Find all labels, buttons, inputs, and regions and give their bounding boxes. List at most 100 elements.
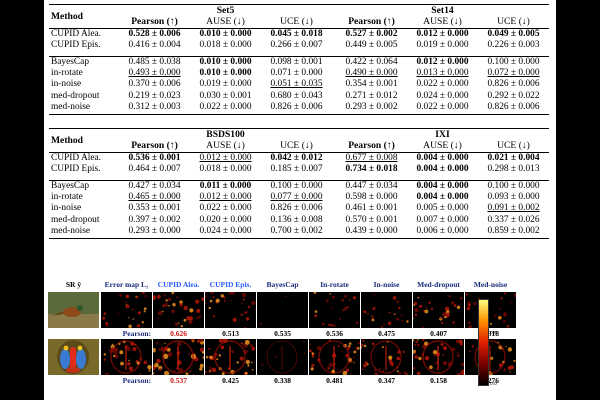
value-cell: 0.485 ± 0.038 [128, 56, 181, 67]
value-cell: 0.010 ± 0.000 [199, 56, 252, 67]
value-cell: 0.570 ± 0.001 [345, 214, 398, 225]
value-cell: 0.493 ± 0.000 [128, 68, 181, 79]
value-cell: 0.011 ± 0.000 [199, 180, 252, 191]
pearson-value: 0.347 [378, 376, 395, 385]
colorbar-tick: 0.4 [490, 348, 497, 353]
uncertainty-map [101, 339, 152, 375]
value-cell: 0.049 ± 0.005 [487, 28, 540, 39]
value-cell: 0.018 ± 0.000 [199, 164, 252, 175]
colorbar-tick: 0.2 [490, 365, 497, 370]
value-cell: 0.422 ± 0.064 [345, 56, 398, 67]
value-cell: 0.012 ± 0.000 [416, 56, 469, 67]
method-cell: CUPID Alea. [51, 152, 101, 163]
value-cell: 0.100 ± 0.000 [487, 180, 540, 191]
value-cell: 0.734 ± 0.018 [345, 164, 398, 175]
value-cell: 0.465 ± 0.000 [128, 192, 181, 203]
value-cell: 0.416 ± 0.004 [128, 40, 181, 51]
value-cell: 0.536 ± 0.001 [128, 152, 181, 163]
value-cell: 0.490 ± 0.000 [345, 68, 398, 79]
metric-header: UCE (↓) [261, 16, 332, 29]
value-cell: 0.427 ± 0.034 [128, 180, 181, 191]
value-cell: 0.826 ± 0.006 [261, 102, 332, 115]
colorbar-tick: 0.0 [490, 382, 497, 387]
value-cell: 0.077 ± 0.000 [270, 192, 323, 203]
method-cell: BayesCap [51, 180, 90, 191]
value-cell: 0.826 ± 0.006 [478, 102, 549, 115]
figure-column-label: BayesCap [266, 280, 299, 289]
value-cell: 0.010 ± 0.000 [199, 68, 252, 79]
results-table-bsds100-ixi: Method BSDS100 IXI Pearson (↑) AUSE (↓) … [49, 128, 549, 239]
metric-header: AUSE (↓) [407, 140, 478, 153]
value-cell: 0.298 ± 0.013 [487, 164, 540, 175]
pearson-value: 0.537 [170, 376, 187, 385]
value-cell: 0.012 ± 0.000 [199, 192, 252, 203]
method-header: Method [49, 4, 119, 29]
value-cell: 0.022 ± 0.000 [190, 102, 261, 115]
value-cell: 0.007 ± 0.000 [416, 214, 469, 225]
metric-header: UCE (↓) [261, 140, 332, 153]
metric-header: UCE (↓) [478, 16, 549, 29]
value-cell: 0.100 ± 0.000 [270, 180, 323, 191]
value-cell: 0.022 ± 0.000 [199, 203, 252, 214]
value-cell: 0.826 ± 0.006 [487, 79, 540, 90]
pearson-value: 0.513 [222, 329, 239, 338]
value-cell: 0.266 ± 0.007 [270, 40, 323, 51]
metric-header: AUSE (↓) [190, 16, 261, 29]
sr-image [48, 339, 99, 375]
dataset-header: IXI [336, 128, 549, 141]
pearson-value: 0.481 [326, 376, 343, 385]
value-cell: 0.527 ± 0.002 [345, 28, 398, 39]
pearson-value: 0.158 [430, 376, 447, 385]
value-cell: 0.397 ± 0.002 [128, 214, 181, 225]
value-cell: 0.012 ± 0.000 [199, 152, 252, 163]
value-cell: 0.024 ± 0.000 [190, 226, 261, 239]
value-cell: 0.292 ± 0.022 [487, 90, 540, 101]
results-table-set5-set14: Method Set5 Set14 Pearson (↑) AUSE (↓) U… [49, 4, 549, 115]
value-cell: 0.045 ± 0.018 [270, 28, 323, 39]
uncertainty-map [153, 292, 204, 328]
value-cell: 0.072 ± 0.000 [487, 68, 540, 79]
uncertainty-map [309, 339, 360, 375]
colorbar-tick: 0.8 [490, 314, 497, 319]
value-cell: 0.093 ± 0.000 [487, 192, 540, 203]
value-cell: 0.013 ± 0.000 [416, 68, 469, 79]
method-cell: med-noise [49, 102, 119, 115]
figure-column-label: Error map L₁ [104, 280, 149, 289]
value-cell: 0.354 ± 0.001 [345, 79, 398, 90]
value-cell: 0.464 ± 0.007 [128, 164, 181, 175]
value-cell: 0.004 ± 0.000 [416, 164, 469, 175]
uncertainty-map [361, 292, 412, 328]
dataset-header: Set14 [336, 4, 549, 17]
value-cell: 0.019 ± 0.000 [416, 40, 469, 51]
value-cell: 0.312 ± 0.003 [119, 102, 190, 115]
value-cell: 0.226 ± 0.003 [487, 40, 540, 51]
value-cell: 0.293 ± 0.000 [119, 226, 190, 239]
value-cell: 0.091 ± 0.002 [487, 203, 540, 214]
method-cell: med-noise [49, 226, 119, 239]
metric-header: Pearson (↑) [336, 16, 407, 29]
pearson-value: 0.318 [482, 329, 499, 338]
figure-column-label: SR ŷ [65, 280, 82, 289]
method-cell: in-noise [51, 203, 82, 214]
qualitative-figure: SR ŷ Error map L₁ CUPID Alea. CUPID Epis. Ba… [44, 278, 556, 400]
method-cell: med-dropout [51, 90, 100, 101]
value-cell: 0.019 ± 0.000 [199, 79, 252, 90]
colorbar-tick: 0.6 [490, 331, 497, 336]
value-cell: 0.439 ± 0.000 [336, 226, 407, 239]
value-cell: 0.021 ± 0.004 [487, 152, 540, 163]
value-cell: 0.353 ± 0.001 [128, 203, 181, 214]
value-cell: 0.004 ± 0.000 [416, 192, 469, 203]
value-cell: 0.826 ± 0.006 [270, 203, 323, 214]
value-cell: 0.024 ± 0.000 [416, 90, 469, 101]
uncertainty-map [153, 339, 204, 375]
figure-column-label: In-noise [373, 280, 400, 289]
method-cell: CUPID Alea. [51, 28, 101, 39]
value-cell: 0.136 ± 0.008 [270, 214, 323, 225]
method-cell: CUPID Epis. [51, 40, 101, 51]
dataset-header: Set5 [119, 4, 332, 17]
figure-column-label: Med-dropout [417, 280, 460, 289]
uncertainty-map [257, 292, 308, 328]
value-cell: 0.293 ± 0.002 [336, 102, 407, 115]
metric-header: AUSE (↓) [190, 140, 261, 153]
method-cell: in-noise [51, 79, 82, 90]
